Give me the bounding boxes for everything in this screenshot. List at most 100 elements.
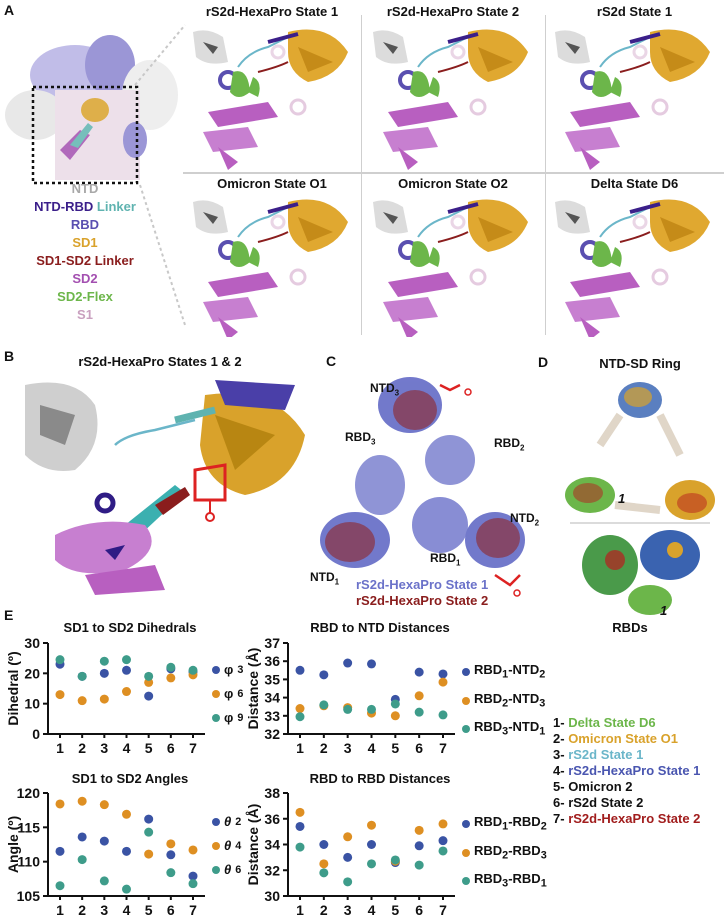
svg-text:6: 6 (415, 740, 423, 756)
svg-text:36: 36 (264, 653, 280, 669)
svg-text:Distance (Å): Distance (Å) (245, 804, 261, 886)
chart-rbd-rbd-title: RBD to RBD Distances (309, 771, 451, 786)
label-rbd3: RBD3 (345, 430, 376, 447)
legend-sd1-sd2-linker: SD1-SD2 Linker (36, 253, 134, 268)
legend-sd1: SD1 (72, 235, 98, 250)
svg-text:1: 1 (618, 491, 625, 506)
svg-text:30: 30 (24, 635, 40, 651)
panel-d-structures: 1 1 (565, 382, 715, 615)
structure-title-3: rS2d State 1 (596, 4, 673, 19)
legend-s1: S1 (77, 307, 93, 322)
panel-e-label: E (4, 607, 14, 623)
domain-color-legend: NTD NTD-RBD Linker RBD SD1 SD1-SD2 Linke… (10, 180, 160, 324)
zoom-connector-lines (134, 24, 186, 326)
structure-ribbons (191, 27, 712, 337)
panel-d-top-title: NTD-SD Ring (599, 356, 681, 371)
svg-text:110: 110 (17, 854, 40, 870)
svg-text:5: 5 (391, 740, 399, 756)
svg-text:5: 5 (145, 902, 153, 918)
svg-text:2: 2 (320, 902, 328, 918)
panel-d-bottom-title: RBDs (612, 620, 648, 635)
chart-rbd-ntd-legend: RBD1-NTD2 RBD2-NTD3 RBD3-NTD1 (462, 658, 545, 744)
panel-b-label: B (4, 348, 15, 364)
svg-text:20: 20 (24, 665, 40, 681)
svg-text:7: 7 (189, 902, 197, 918)
svg-text:32: 32 (264, 862, 280, 878)
panel-a-label: A (4, 2, 15, 18)
svg-text:4: 4 (123, 902, 131, 918)
svg-text:38: 38 (264, 785, 280, 801)
structure-title-6: Delta State D6 (590, 176, 679, 191)
svg-text:1: 1 (56, 740, 64, 756)
label-rbd1: RBD1 (430, 551, 461, 568)
state-3: 3- rS2d State 1 (553, 747, 644, 762)
svg-text:Dihedral (º): Dihedral (º) (5, 651, 21, 725)
state-7: 7- rS2d-HexaPro State 2 (553, 811, 701, 826)
svg-text:5: 5 (391, 902, 399, 918)
svg-text:6: 6 (167, 902, 175, 918)
svg-text:35: 35 (264, 671, 280, 687)
state-number-legend: 1- Delta State D6 2- Omicron State O1 3-… (553, 715, 700, 827)
svg-text:120: 120 (17, 785, 41, 801)
state-1: 1- Delta State D6 (553, 715, 656, 730)
svg-text:7: 7 (439, 740, 447, 756)
panel-b-title: rS2d-HexaPro States 1 & 2 (78, 354, 242, 369)
svg-text:6: 6 (415, 902, 423, 918)
svg-text:1: 1 (296, 902, 304, 918)
svg-text:4: 4 (368, 740, 376, 756)
svg-text:34: 34 (264, 837, 280, 853)
label-ntd3: NTD3 (370, 381, 400, 398)
svg-text:Angle (º): Angle (º) (5, 816, 21, 873)
svg-text:2: 2 (78, 740, 86, 756)
panel-b-structure (25, 380, 305, 595)
legend-rbd: RBD (70, 217, 100, 232)
state-6: 6- rS2d State 2 (553, 795, 644, 810)
structure-title-5: Omicron State O2 (398, 176, 508, 191)
svg-text:32: 32 (264, 726, 280, 742)
label-rbd2: RBD2 (494, 436, 525, 453)
legend-sd2: SD2 (72, 271, 98, 286)
chart-rbd-ntd-title: RBD to NTD Distances (310, 620, 450, 635)
svg-text:4: 4 (368, 902, 376, 918)
svg-text:2: 2 (78, 902, 86, 918)
svg-text:0: 0 (32, 726, 40, 742)
chart-dihedral-title: SD1 to SD2 Dihedrals (63, 620, 197, 635)
svg-text:115: 115 (17, 819, 40, 835)
chart-angle-title: SD1 to SD2 Angles (71, 771, 189, 786)
panel-c-legend: rS2d-HexaPro State 1 rS2d-HexaPro State … (356, 577, 489, 608)
legend-sd2-flex: SD2-Flex (57, 289, 113, 304)
panel-c-label: C (326, 353, 337, 369)
svg-text:33: 33 (264, 708, 280, 724)
svg-text:3: 3 (344, 740, 352, 756)
svg-text:105: 105 (17, 888, 41, 904)
svg-text:1: 1 (56, 902, 64, 918)
svg-text:4: 4 (123, 740, 131, 756)
svg-text:37: 37 (264, 635, 280, 651)
state-4: 4- rS2d-HexaPro State 1 (553, 763, 701, 778)
svg-text:6: 6 (167, 740, 175, 756)
svg-text:3: 3 (100, 740, 108, 756)
svg-text:3: 3 (100, 902, 108, 918)
state-5: 5- Omicron 2 (553, 779, 633, 794)
svg-text:10: 10 (24, 696, 40, 712)
structure-title-2: rS2d-HexaPro State 2 (386, 4, 520, 19)
chart-angle: 105 110 115 120 1 2 3 4 5 6 7 Angle (º) (5, 785, 205, 918)
panel-d-label: D (538, 354, 549, 370)
label-ntd2: NTD2 (510, 511, 540, 528)
svg-text:7: 7 (439, 902, 447, 918)
structure-panel-grid: rS2d-HexaPro State 1 rS2d-HexaPro State … (183, 0, 724, 340)
structure-title-1: rS2d-HexaPro State 1 (205, 4, 339, 19)
chart-dihedral: 0 10 20 30 1 2 3 4 5 6 7 Dihedral (º) (5, 635, 205, 756)
svg-text:36: 36 (264, 811, 280, 827)
label-ntd1: NTD1 (310, 570, 340, 587)
chart-rbd-rbd-legend: RBD1-RBD2 RBD2-RBD3 RBD3-RBD1 (462, 810, 547, 896)
svg-text:5: 5 (145, 740, 153, 756)
svg-text:1: 1 (296, 740, 304, 756)
legend-ntd-rbd-linker: NTD-RBD Linker (34, 199, 136, 214)
svg-text:30: 30 (264, 888, 280, 904)
svg-text:34: 34 (264, 690, 280, 706)
